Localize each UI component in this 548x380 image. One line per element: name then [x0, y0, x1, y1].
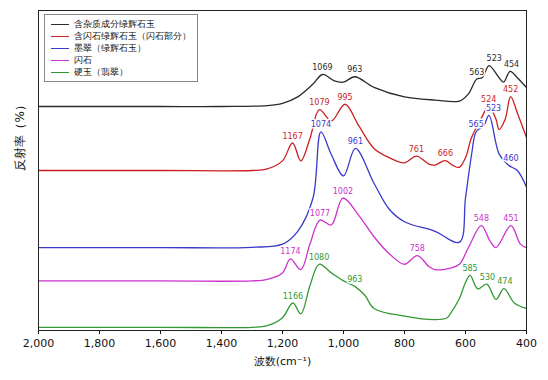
- svg-text:995: 995: [337, 93, 352, 102]
- svg-text:1074: 1074: [311, 120, 331, 129]
- svg-text:波数(cm⁻¹): 波数(cm⁻¹): [254, 355, 312, 368]
- svg-text:474: 474: [497, 277, 512, 286]
- svg-text:1,600: 1,600: [145, 337, 177, 350]
- svg-text:963: 963: [347, 275, 362, 284]
- svg-text:585: 585: [462, 264, 477, 273]
- html-text:闪石: 闪石: [74, 55, 92, 65]
- svg-text:761: 761: [409, 145, 424, 154]
- svg-text:961: 961: [348, 137, 363, 146]
- svg-text:800: 800: [394, 337, 415, 350]
- svg-text:1080: 1080: [309, 253, 329, 262]
- svg-text:1002: 1002: [333, 187, 353, 196]
- svg-text:1077: 1077: [310, 209, 330, 218]
- html-text:墨翠（绿辉石玉）: 墨翠（绿辉石玉）: [74, 43, 146, 53]
- svg-text:523: 523: [486, 104, 501, 113]
- svg-text:1,000: 1,000: [328, 337, 360, 350]
- svg-text:460: 460: [503, 154, 518, 163]
- svg-text:400: 400: [516, 337, 537, 350]
- html-text:硬玉（翡翠）: 硬玉（翡翠）: [74, 67, 128, 77]
- svg-text:563: 563: [469, 68, 484, 77]
- html-text:含闪石绿辉石玉（闪石部分）: 含闪石绿辉石玉（闪石部分）: [74, 31, 191, 41]
- svg-text:1,400: 1,400: [206, 337, 238, 350]
- svg-text:反射率（%）: 反射率（%）: [13, 99, 27, 170]
- svg-text:1166: 1166: [283, 292, 303, 301]
- svg-text:1,200: 1,200: [267, 337, 299, 350]
- svg-text:452: 452: [503, 85, 518, 94]
- svg-text:524: 524: [481, 95, 496, 104]
- svg-text:758: 758: [410, 244, 425, 253]
- svg-text:451: 451: [503, 214, 518, 223]
- svg-text:1069: 1069: [312, 63, 332, 72]
- svg-text:963: 963: [347, 65, 362, 74]
- svg-text:548: 548: [474, 214, 489, 223]
- html-text:含杂质成分绿辉石玉: 含杂质成分绿辉石玉: [74, 19, 155, 29]
- svg-text:600: 600: [455, 337, 476, 350]
- svg-text:1174: 1174: [280, 247, 300, 256]
- svg-text:2,000: 2,000: [23, 337, 55, 350]
- svg-text:666: 666: [438, 149, 453, 158]
- svg-text:523: 523: [487, 54, 502, 63]
- svg-text:454: 454: [504, 60, 519, 69]
- svg-text:1167: 1167: [282, 132, 302, 141]
- svg-text:565: 565: [469, 120, 484, 129]
- svg-text:530: 530: [480, 273, 495, 282]
- svg-text:1,800: 1,800: [84, 337, 116, 350]
- svg-text:1079: 1079: [309, 98, 329, 107]
